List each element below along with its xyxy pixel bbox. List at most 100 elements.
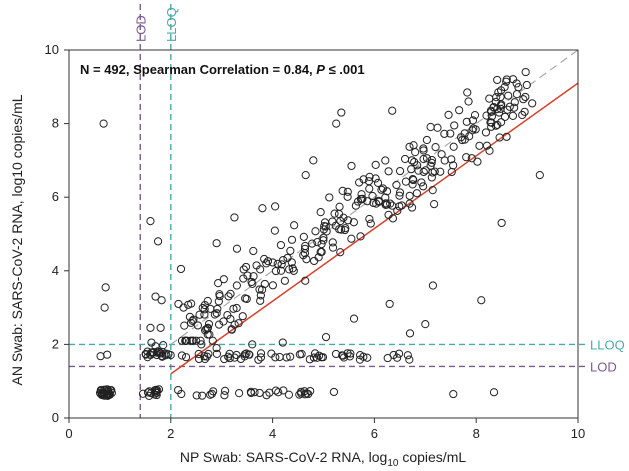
- data-point: [374, 196, 383, 205]
- data-point: [220, 391, 229, 400]
- data-point: [386, 199, 395, 208]
- data-point: [234, 319, 243, 328]
- data-point: [279, 255, 288, 265]
- data-point: [318, 353, 328, 362]
- data-point: [212, 343, 221, 353]
- data-point: [512, 90, 522, 99]
- data-point: [225, 354, 234, 363]
- data-point: [274, 388, 283, 397]
- data-point: [287, 235, 297, 244]
- data-point: [336, 248, 345, 257]
- data-point: [186, 336, 195, 345]
- data-point: [475, 141, 484, 150]
- data-point: [381, 156, 390, 165]
- data-point: [419, 146, 428, 155]
- data-point: [103, 350, 112, 359]
- data-point: [384, 167, 393, 176]
- data-point: [319, 225, 328, 234]
- data-point: [468, 116, 478, 125]
- data-point: [518, 110, 527, 120]
- data-point: [200, 310, 209, 319]
- data-point: [146, 323, 155, 332]
- data-point: [316, 208, 325, 217]
- data-point: [347, 234, 356, 243]
- data-point: [299, 232, 308, 241]
- reference-label-lod-x: LOD: [133, 15, 148, 42]
- plot-frame: [68, 49, 579, 419]
- y-tick-label: 6: [52, 189, 59, 204]
- data-point: [405, 355, 414, 364]
- data-point: [495, 133, 504, 142]
- data-point: [192, 391, 201, 400]
- data-point: [204, 319, 214, 329]
- data-point: [177, 351, 187, 360]
- data-point: [300, 249, 310, 258]
- data-point: [357, 190, 366, 199]
- data-point: [226, 314, 235, 324]
- data-point: [417, 178, 426, 187]
- data-point: [412, 189, 422, 198]
- data-point: [220, 354, 229, 364]
- data-point: [328, 238, 337, 247]
- data-point: [427, 158, 436, 167]
- data-point: [194, 349, 203, 359]
- data-point: [260, 279, 269, 289]
- data-point: [430, 199, 439, 209]
- data-point: [249, 272, 258, 281]
- data-point: [100, 390, 109, 399]
- data-point: [447, 167, 456, 177]
- data-points: [95, 67, 544, 400]
- data-point: [147, 348, 156, 357]
- data-point: [433, 123, 442, 132]
- data-point: [238, 312, 247, 321]
- data-point: [230, 213, 239, 222]
- data-point: [446, 129, 455, 138]
- data-point: [202, 352, 212, 361]
- data-point: [449, 142, 458, 151]
- data-point: [302, 255, 311, 264]
- data-point: [225, 349, 234, 358]
- data-point: [151, 342, 160, 351]
- data-point: [329, 387, 339, 397]
- data-point: [213, 279, 223, 288]
- data-point: [241, 294, 250, 303]
- reference-label-lod-y: LOD: [590, 359, 617, 374]
- data-point: [431, 143, 440, 152]
- data-point: [373, 178, 383, 188]
- data-point: [206, 304, 215, 313]
- data-point: [388, 106, 397, 115]
- data-point: [395, 191, 404, 200]
- data-point: [275, 352, 284, 362]
- data-point: [265, 388, 274, 397]
- data-point: [319, 233, 328, 242]
- data-point: [200, 354, 210, 364]
- data-point: [428, 281, 438, 290]
- data-point: [343, 187, 352, 196]
- data-point: [277, 260, 286, 269]
- x-axis-title: NP Swab: SARS-CoV-2 RNA, log10 copies/mL: [180, 449, 467, 469]
- data-point: [174, 299, 183, 309]
- data-point: [313, 237, 322, 247]
- data-point: [153, 347, 162, 356]
- data-point: [338, 186, 347, 196]
- data-point: [314, 351, 324, 360]
- data-point: [353, 197, 363, 206]
- data-point: [256, 353, 266, 362]
- data-point: [243, 271, 252, 280]
- data-point: [241, 262, 251, 272]
- data-point: [258, 204, 267, 213]
- data-point: [280, 276, 289, 285]
- axis-ticks: 0 2 4 6 8 10 0 2 4 6 8 10: [45, 42, 586, 441]
- data-point: [193, 321, 202, 330]
- data-point: [462, 117, 471, 126]
- data-point: [403, 351, 412, 360]
- data-point: [249, 246, 258, 256]
- data-point: [176, 264, 186, 274]
- x-tick-label: 2: [167, 426, 174, 441]
- data-point: [500, 112, 510, 121]
- data-point: [393, 206, 402, 215]
- data-point: [153, 237, 163, 246]
- data-point: [229, 304, 238, 313]
- data-point: [304, 389, 313, 399]
